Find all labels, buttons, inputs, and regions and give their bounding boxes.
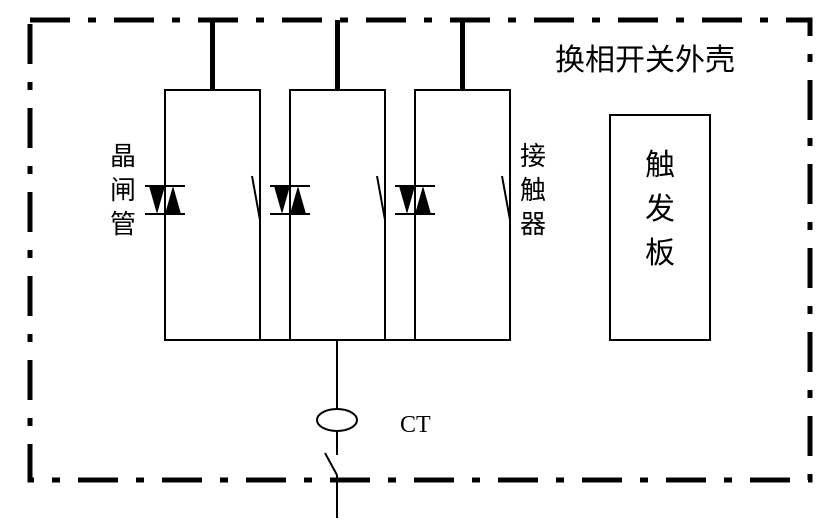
thyristor-tri-b-0 — [165, 186, 181, 214]
thyristor-tri-a-1 — [274, 186, 290, 214]
contactor-label: 接触器 — [520, 142, 546, 239]
contactor-blade-2 — [502, 176, 510, 220]
svg-text:板: 板 — [645, 237, 675, 270]
enclosure-title: 换相开关外壳 — [555, 44, 735, 77]
svg-text:器: 器 — [520, 210, 546, 239]
svg-text:触: 触 — [520, 176, 546, 205]
contactor-blade-1 — [377, 176, 385, 220]
thyristor-tri-b-2 — [415, 186, 431, 214]
svg-text:闸: 闸 — [110, 176, 136, 205]
thyristor-tri-b-1 — [290, 186, 306, 214]
trigger-board-label: 触发板 — [645, 149, 675, 270]
thyristor-tri-a-0 — [149, 186, 165, 214]
svg-text:接: 接 — [520, 142, 546, 171]
svg-text:晶: 晶 — [110, 142, 136, 171]
ct-symbol — [317, 409, 357, 431]
svg-text:管: 管 — [110, 210, 136, 239]
svg-text:触: 触 — [645, 149, 675, 182]
ct-label: CT — [400, 412, 431, 438]
svg-text:发: 发 — [645, 193, 675, 226]
outlet-switch-blade — [325, 453, 337, 475]
thyristor-label: 晶闸管 — [110, 142, 136, 239]
thyristor-tri-a-2 — [399, 186, 415, 214]
contactor-blade-0 — [252, 176, 260, 220]
